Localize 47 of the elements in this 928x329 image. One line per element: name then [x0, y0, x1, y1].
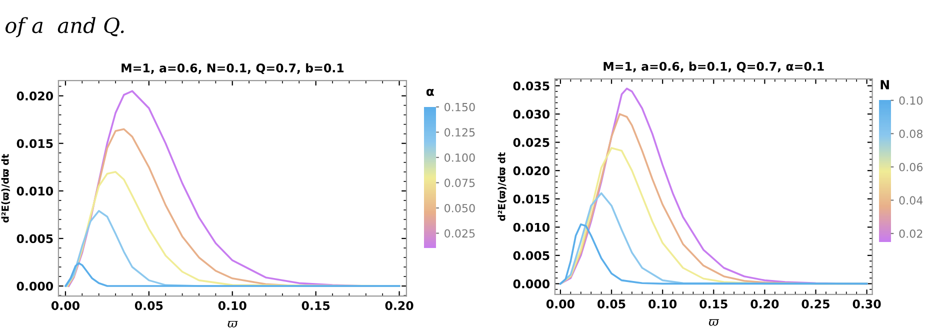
color-bar-label: 0.025: [444, 229, 475, 238]
color-bar-label: 0.100: [444, 153, 475, 162]
x-tick-label: 0.15: [700, 300, 728, 308]
color-bar-label: 0.10: [899, 96, 923, 105]
y-tick-label: 0.035: [513, 81, 550, 90]
x-tick-label: 0.25: [802, 300, 830, 308]
chart-title: M=1, a=0.6, b=0.1, Q=0.7, α=0.1: [604, 62, 824, 72]
x-tick-label: 0.20: [750, 300, 779, 308]
color-bar-label: 0.02: [899, 229, 922, 238]
y-tick-label: 0.010: [16, 186, 54, 196]
y-tick-label: 0.000: [16, 282, 54, 291]
color-bar-label: 0.125: [444, 128, 475, 137]
y-tick-label: 0.010: [513, 222, 550, 232]
x-tick-label: 0.05: [134, 301, 163, 310]
y-axis-title: d²E(ϖ)/dϖ dt: [1, 154, 10, 222]
color-bar-label: 0.06: [899, 162, 923, 172]
color-bar-label: 0.04: [899, 196, 923, 205]
y-tick-label: 0.020: [16, 92, 54, 100]
y-tick-label: 0.030: [513, 110, 550, 119]
y-tick-label: 0.015: [16, 139, 53, 148]
x-axis-title: ϖ: [708, 319, 720, 326]
x-tick-label: 0.00: [546, 300, 574, 308]
line-series: [64, 262, 400, 287]
line-series: [560, 223, 868, 285]
y-tick-label: 0.025: [513, 138, 550, 147]
x-tick-label: 0.10: [648, 300, 677, 308]
chart-title: M=1, a=0.6, N=0.1, Q=0.7, b=0.1: [122, 63, 344, 74]
x-axis-title: ϖ: [228, 320, 238, 328]
color-bar-label: 0.150: [444, 102, 475, 112]
x-tick-label: 0.20: [385, 301, 414, 310]
x-tick-label: 0.15: [302, 301, 330, 310]
color-bar-title: α: [426, 88, 434, 96]
y-tick-label: 0.020: [513, 166, 550, 176]
color-bar-title: N: [880, 80, 889, 90]
y-axis-title: d²E(ϖ)/dϖ dt: [498, 152, 506, 221]
y-tick-label: 0.005: [513, 251, 550, 260]
color-bar-label: 0.075: [444, 178, 475, 188]
x-tick-label: 0.10: [218, 301, 246, 310]
x-tick-label: 0.30: [852, 300, 881, 308]
x-tick-label: 0.05: [598, 300, 626, 308]
y-tick-label: 0.015: [513, 194, 550, 204]
color-bar-label: 0.08: [899, 130, 922, 138]
color-bar-label: 0.050: [444, 204, 475, 212]
x-tick-label: 0.00: [51, 301, 80, 310]
y-tick-label: 0.000: [513, 279, 550, 288]
text: of a and Q.: [6, 17, 124, 38]
y-tick-label: 0.005: [16, 234, 53, 244]
